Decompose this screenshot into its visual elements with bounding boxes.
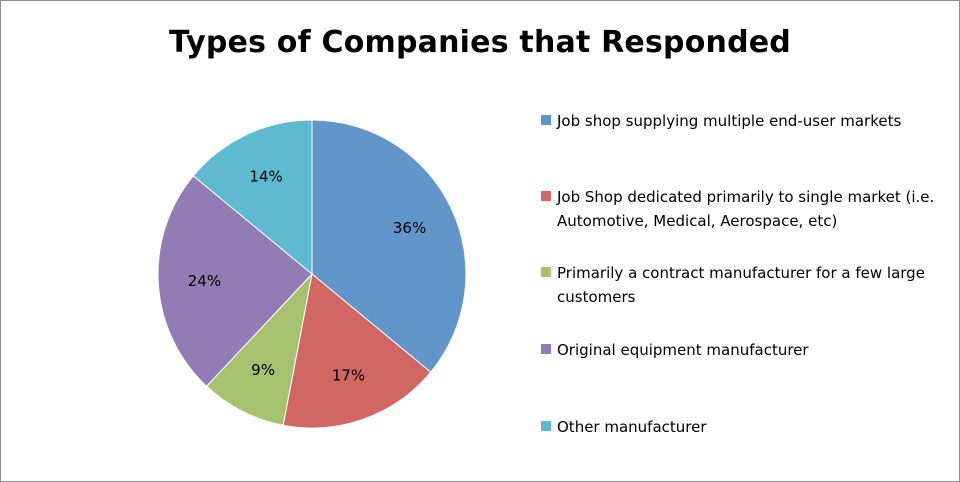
legend-label: Job Shop dedicated primarily to single m… <box>557 188 935 230</box>
pie-slice-job-shop-single <box>282 273 432 429</box>
legend-swatch <box>541 115 551 125</box>
legend-swatch <box>541 191 551 201</box>
legend-item-oem: Original equipment manufacturer <box>541 338 951 362</box>
legend-label: Primarily a contract manufacturer for a … <box>557 264 925 306</box>
legend-label: Other manufacturer <box>557 418 707 436</box>
data-label-other: 14% <box>249 167 282 185</box>
data-label-oem: 24% <box>188 272 221 290</box>
legend-item-job-shop-multiple: Job shop supplying multiple end-user mar… <box>541 109 951 133</box>
pie-slice-oem <box>157 175 313 387</box>
legend-item-job-shop-single: Job Shop dedicated primarily to single m… <box>541 185 951 233</box>
data-label-contract-manufacturer: 9% <box>251 361 275 379</box>
legend-swatch <box>541 267 551 277</box>
legend-swatch <box>541 344 551 354</box>
legend-swatch <box>541 421 551 431</box>
pie-slice-job-shop-multiple <box>311 119 467 373</box>
legend-item-other: Other manufacturer <box>541 415 951 439</box>
data-label-job-shop-multiple: 36% <box>393 219 426 237</box>
pie-slice-contract-manufacturer <box>205 272 313 426</box>
chart-title: Types of Companies that Responded <box>169 25 791 60</box>
legend-label: Original equipment manufacturer <box>557 341 809 359</box>
legend-item-contract-manufacturer: Primarily a contract manufacturer for a … <box>541 261 951 309</box>
pie-slice-other <box>192 119 313 276</box>
data-label-job-shop-single: 17% <box>332 366 365 384</box>
legend-label: Job shop supplying multiple end-user mar… <box>557 112 902 130</box>
